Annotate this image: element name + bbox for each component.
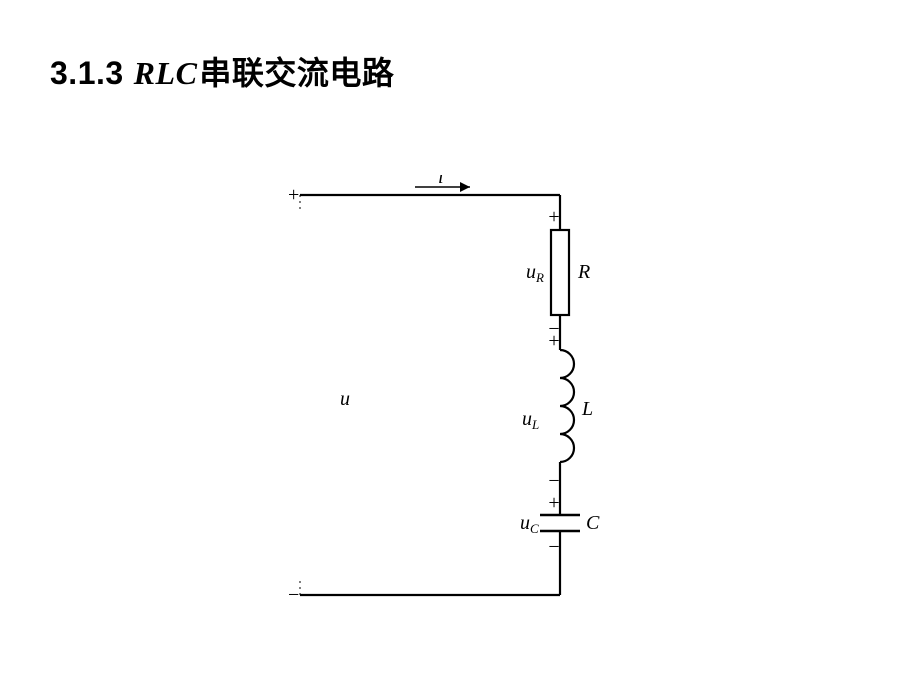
circuit-svg: + i + − uR R + — [270, 175, 630, 615]
source-plus: + — [288, 184, 299, 206]
section-number: 3.1.3 — [50, 55, 124, 91]
title-rlc: RLC — [134, 55, 198, 91]
r-voltage: uR — [526, 261, 544, 285]
inductor: + − uL L — [522, 330, 593, 492]
current-arrow: i — [415, 175, 470, 192]
c-plus: + — [548, 492, 559, 514]
c-minus: − — [548, 536, 559, 558]
l-minus: − — [548, 470, 559, 492]
c-name: C — [586, 512, 600, 534]
l-voltage: uL — [522, 408, 539, 432]
r-plus: + — [548, 206, 559, 228]
slide: 3.1.3RLC串联交流电路 + i + − uR R — [0, 0, 920, 690]
resistor: + − uR R — [526, 206, 590, 340]
source-minus: − — [288, 584, 299, 606]
l-name: L — [581, 398, 593, 420]
circuit-diagram: + i + − uR R + — [270, 175, 670, 615]
c-voltage: uC — [520, 512, 539, 536]
l-plus: + — [548, 330, 559, 352]
r-name: R — [577, 261, 590, 283]
title-text: 串联交流电路 — [199, 55, 394, 91]
page-title: 3.1.3 RLC串联交流电路 — [50, 48, 394, 94]
current-label: i — [438, 175, 444, 188]
source-label: u — [340, 388, 350, 410]
